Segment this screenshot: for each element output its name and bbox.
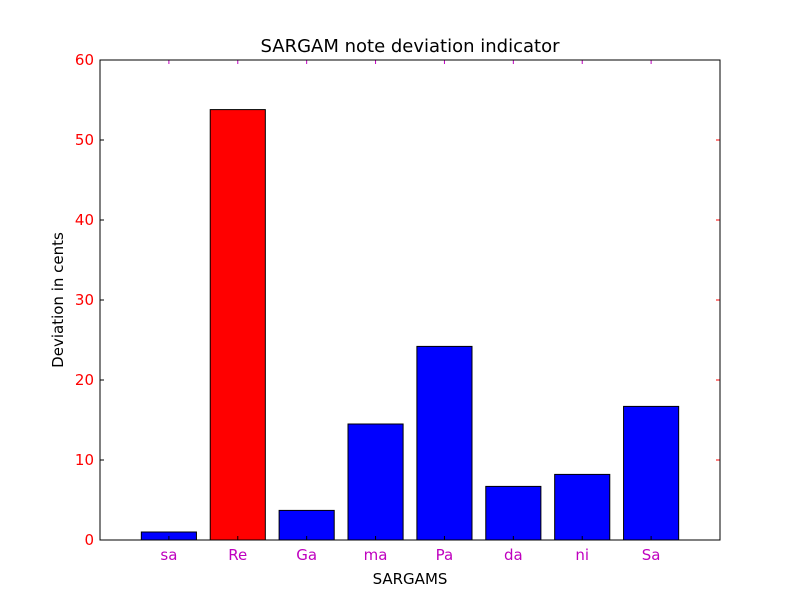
x-tick-label-Ga: Ga [296,546,317,564]
x-tick-label-Pa: Pa [436,546,454,564]
x-tick-label-sa: sa [160,546,177,564]
x-axis-label: SARGAMS [373,570,448,588]
x-tick-label-Sa: Sa [642,546,661,564]
bar-da [485,485,542,541]
bar-Ga [278,509,335,541]
bar-ni [554,473,611,541]
y-tick-label: 10 [75,451,94,469]
y-tick-label: 30 [75,291,94,309]
y-tick-label: 20 [75,371,94,389]
x-ticks-group: sa Re Ga ma Pa da ni Sa [160,60,660,564]
plot-frame [99,59,721,541]
bars-group [140,109,680,541]
x-tick-label-ma: ma [364,546,388,564]
bar-Pa [416,345,473,541]
y-axis-label: Deviation in cents [49,232,67,368]
x-tick-label-da: da [504,546,523,564]
chart-title: SARGAM note deviation indicator [261,36,561,57]
y-tick-label: 50 [75,131,94,149]
y-tick-label: 60 [75,51,94,69]
y-tick-label: 0 [84,531,94,549]
x-tick-label-ni: ni [575,546,589,564]
bar-Re [209,109,266,541]
bar-Sa [623,405,680,541]
x-tick-label-Re: Re [228,546,247,564]
bar-ma [347,423,404,541]
y-tick-label: 40 [75,211,94,229]
